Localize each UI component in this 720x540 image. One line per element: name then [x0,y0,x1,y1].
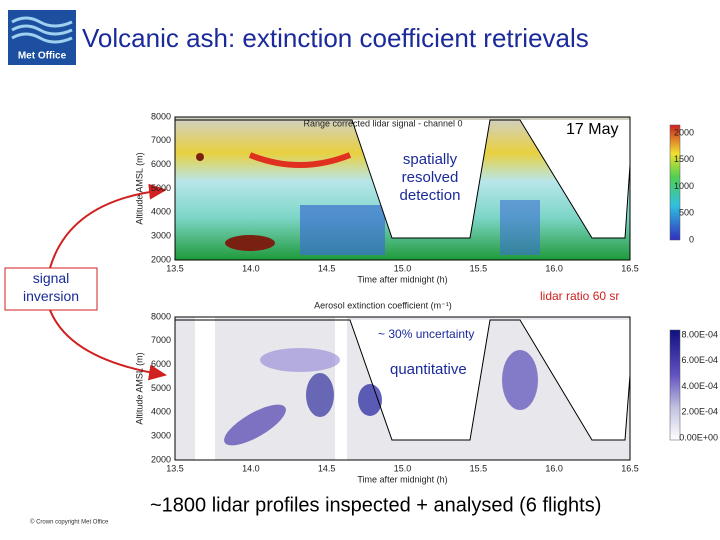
colorbar-label: 0.00E+00 [679,432,718,442]
colorbar-label: 6.00E-04 [681,355,718,365]
annotation: signal inversion [23,270,79,304]
y-axis-label: Altitude AMSL (m) [134,352,144,424]
x-tick-label: 15.0 [394,463,412,473]
x-tick-label: 14.0 [242,463,260,473]
logo: Met Office [8,10,76,65]
panel-title: Aerosol extinction coefficient (m⁻¹) [314,300,452,310]
colorbar-label: 8.00E-04 [681,329,718,339]
x-tick-label: 15.0 [394,263,412,273]
x-axis-label: Time after midnight (h) [357,474,447,484]
x-tick-label: 14.5 [318,263,336,273]
annotation: quantitative [390,361,467,378]
x-tick-label: 16.5 [621,263,639,273]
plot-frame [174,116,631,261]
colorbar-label: 2000 [674,127,694,137]
y-tick-label: 2000 [151,254,171,264]
y-axis-label: Altitude AMSL (m) [134,152,144,224]
y-tick-label: 5000 [151,183,171,193]
y-tick-label: 4000 [151,207,171,217]
annotation: lidar ratio 60 sr [540,289,619,303]
lidar-signal-image [175,117,681,260]
slide-title: Volcanic ash: extinction coefficient ret… [82,23,589,53]
annotation: spatially resolved detection [400,151,461,204]
annotation: ~ 30% uncertainty [378,327,474,341]
x-tick-label: 13.5 [166,463,184,473]
x-tick-label: 14.5 [318,463,336,473]
x-tick-label: 16.0 [545,463,563,473]
y-tick-label: 7000 [151,135,171,145]
arrow [49,309,167,381]
colorbar-label: 1500 [674,154,694,164]
y-tick-label: 6000 [151,359,171,369]
annotation: 17 May [566,121,618,138]
x-tick-label: 15.5 [470,263,488,273]
panel-title: Range corrected lidar signal - channel 0 [303,118,462,128]
y-tick-label: 5000 [151,383,171,393]
y-tick-label: 8000 [151,111,171,121]
colorbar-label: 1000 [674,181,694,191]
x-tick-label: 16.5 [621,463,639,473]
x-axis-label: Time after midnight (h) [357,274,447,284]
colorbar-label: 500 [679,208,694,218]
y-tick-label: 3000 [151,431,171,441]
y-tick-label: 3000 [151,231,171,241]
y-tick-label: 2000 [151,454,171,464]
x-tick-label: 16.0 [545,263,563,273]
y-tick-label: 7000 [151,335,171,345]
colorbar-label: 4.00E-04 [681,381,718,391]
arrow [49,183,167,269]
colorbar-label: 2.00E-04 [681,407,718,417]
x-tick-label: 13.5 [166,263,184,273]
x-tick-label: 14.0 [242,263,260,273]
y-tick-label: 6000 [151,159,171,169]
x-tick-label: 15.5 [470,463,488,473]
plot-frame [174,316,631,461]
y-tick-label: 8000 [151,311,171,321]
y-tick-label: 4000 [151,407,171,417]
logo-text: Met Office [18,51,67,62]
extinction-image [175,317,681,460]
footer-summary: ~1800 lidar profiles inspected + analyse… [150,494,601,516]
colorbar-label: 0 [689,234,694,244]
copyright: © Crown copyright Met Office [30,519,109,526]
